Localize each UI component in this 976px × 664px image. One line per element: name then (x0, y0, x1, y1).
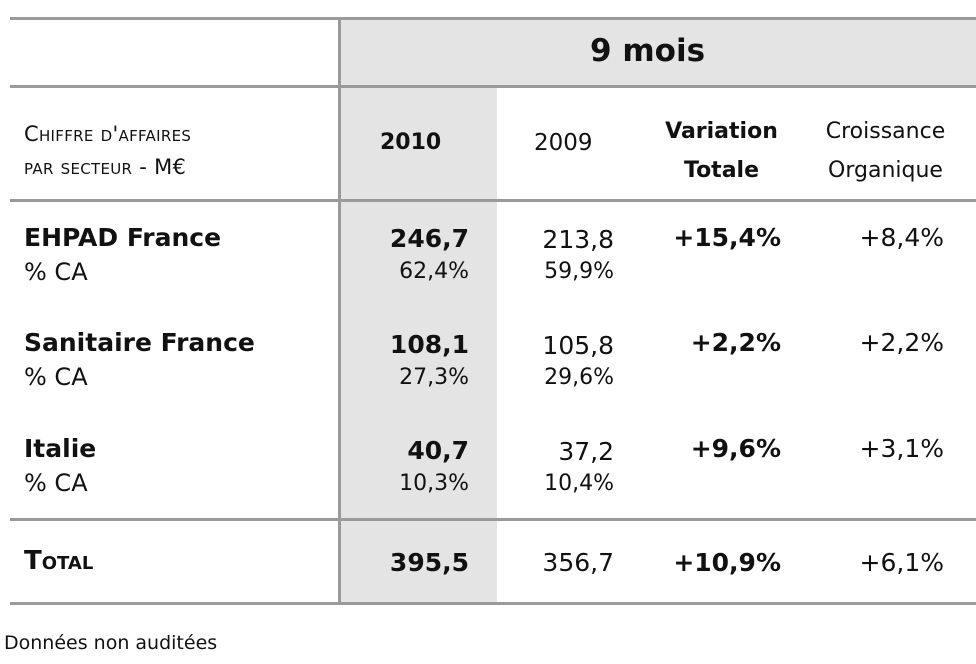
row-sub-label: % CA (24, 469, 88, 497)
share-2009: 59,9% (544, 259, 614, 284)
row-name: Italie (24, 434, 97, 463)
organic-growth-value: +2,2% (859, 328, 944, 357)
label-column-divider (338, 19, 341, 604)
row-name: EHPAD France (24, 223, 222, 252)
total-label: Total (24, 546, 94, 576)
period-title: 9 mois (590, 33, 706, 69)
row-sub-label: % CA (24, 363, 88, 391)
share-2009: 10,4% (544, 471, 614, 496)
share-2010: 62,4% (399, 259, 469, 284)
period-header-background (340, 19, 976, 86)
organic-growth-value: +8,4% (859, 223, 944, 252)
row-sub-label: % CA (24, 258, 88, 286)
total-variation-value: +10,9% (673, 548, 781, 577)
row-name: Sanitaire France (24, 328, 255, 357)
share-2010: 27,3% (399, 365, 469, 390)
variation-value: +15,4% (673, 223, 781, 252)
column-header-2010: 2010 (380, 130, 442, 155)
value-2010: 108,1 (389, 330, 469, 359)
value-2009: 105,8 (542, 331, 614, 360)
organic-growth-value: +3,1% (859, 434, 944, 463)
total-value-2010: 395,5 (389, 548, 469, 577)
total-top-rule (10, 518, 976, 521)
value-2009: 37,2 (558, 437, 614, 466)
column-header-croissance: Croissance Organique (825, 119, 946, 183)
share-2009: 29,6% (544, 365, 614, 390)
total-organic-growth-value: +6,1% (859, 548, 944, 577)
header-rule (10, 85, 976, 88)
footnote: Données non auditées (4, 632, 218, 654)
table-bottom-rule (10, 602, 976, 605)
header-bottom-rule (10, 199, 976, 202)
column-2010-background (340, 86, 497, 604)
column-header-2009: 2009 (534, 130, 593, 156)
row-label-header: Chiffre d'affaires par secteur - M€ (24, 118, 191, 184)
column-header-variation: Variation Totale (665, 119, 778, 183)
value-2010: 40,7 (407, 436, 469, 465)
value-2009: 213,8 (542, 225, 614, 254)
value-2010: 246,7 (389, 224, 469, 253)
row-label-header-line1: Chiffre d'affaires (24, 122, 192, 146)
variation-value: +9,6% (690, 434, 781, 463)
variation-value: +2,2% (690, 328, 781, 357)
total-value-2009: 356,7 (542, 548, 614, 577)
table-top-rule (10, 17, 976, 20)
share-2010: 10,3% (399, 471, 469, 496)
row-label-header-line2: par secteur - M€ (24, 155, 187, 179)
